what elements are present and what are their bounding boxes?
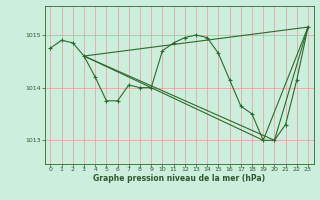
- X-axis label: Graphe pression niveau de la mer (hPa): Graphe pression niveau de la mer (hPa): [93, 174, 265, 183]
